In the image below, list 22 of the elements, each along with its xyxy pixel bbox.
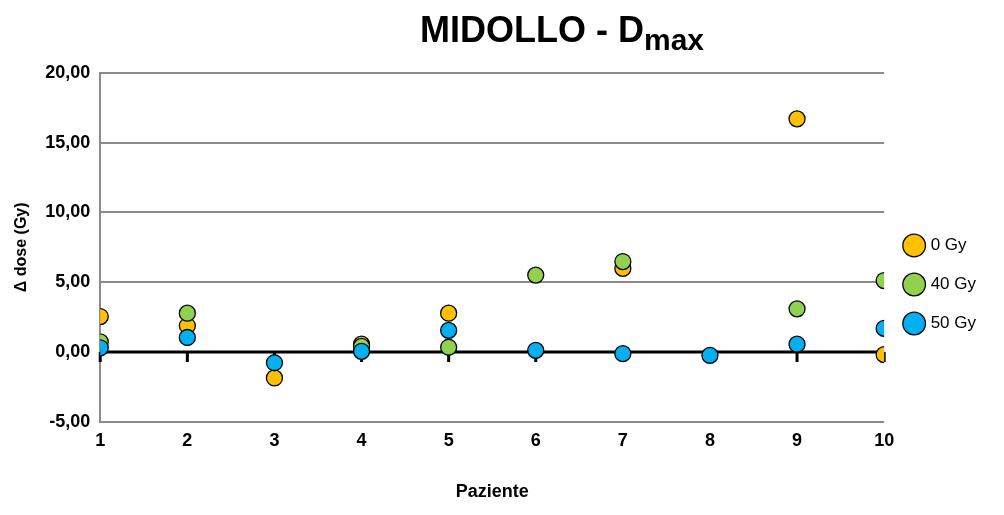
x-tick-label: 4 (356, 429, 367, 450)
y-tick-label: -5,00 (49, 410, 91, 431)
x-tick-label: 9 (792, 429, 803, 450)
legend-label: 40 Gy (930, 274, 977, 294)
y-tick-label: 15,00 (45, 131, 91, 152)
x-tick-label: 2 (182, 429, 193, 450)
x-tick-label: 5 (443, 429, 454, 450)
x-tick-label: 8 (704, 429, 715, 450)
x-tick-label: 1 (95, 429, 106, 450)
chart-title: MIDOLLO - D$_{max}$ (419, 8, 705, 57)
y-tick-label: 10,00 (45, 201, 91, 222)
y-tick-label: 20,00 (45, 61, 91, 82)
x-tick-label: 10 (874, 429, 895, 450)
x-tick-label: 3 (269, 429, 280, 450)
y-tick-label: 5,00 (55, 271, 91, 292)
x-tick-label: 7 (617, 429, 628, 450)
legend-label: 50 Gy (930, 313, 977, 333)
x-axis-title: Paziente (455, 481, 529, 502)
y-tick-label: 0,00 (55, 340, 91, 361)
x-tick-label: 6 (530, 429, 541, 450)
legend-label: 0 Gy (930, 235, 968, 255)
y-axis-title: Δ dose (Gy) (12, 202, 30, 293)
